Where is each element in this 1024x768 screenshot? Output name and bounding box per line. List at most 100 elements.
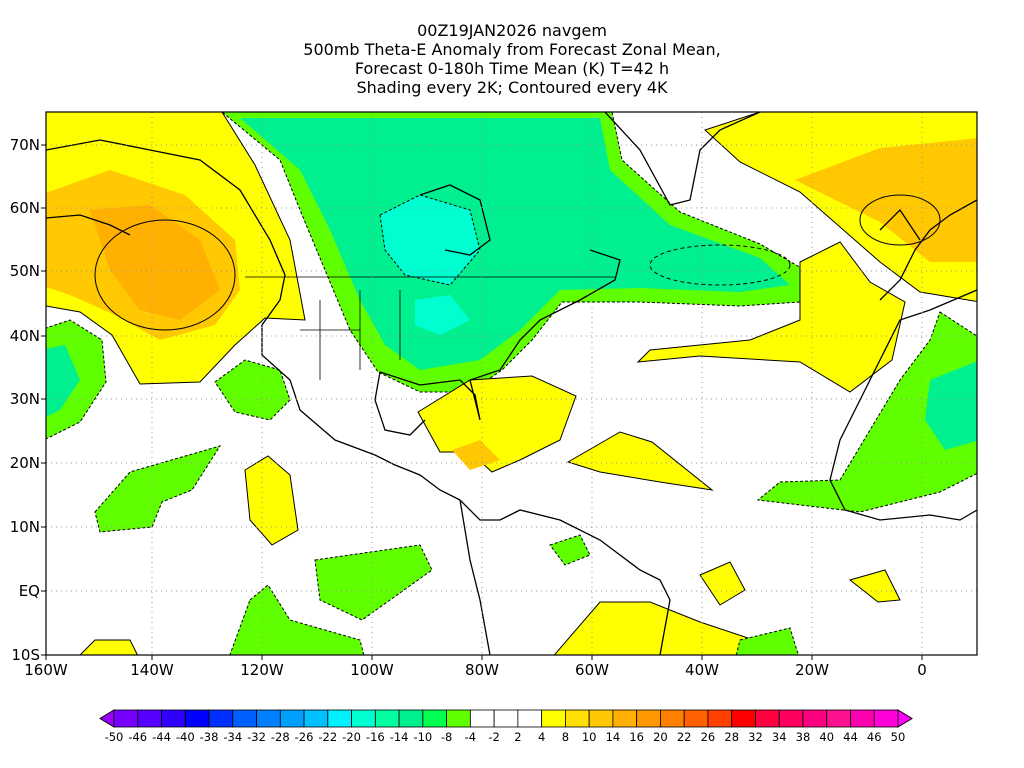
colorbar-swatch [636,709,661,728]
lon-tick-label: 40W [685,661,719,679]
lat-tick-label: 20N [10,454,40,472]
shade-green2-north-america [240,118,790,370]
colorbar-swatch [731,709,756,728]
colorbar-swatch [493,709,519,728]
colorbar-swatch [707,709,733,728]
title-line-3: Forecast 0-180h Time Mean (K) T=42 h [354,59,670,78]
colorbar-swatch [802,709,828,728]
colorbar-label: 50 [891,730,906,744]
colorbar-label: 44 [843,730,858,744]
colorbar-swatch [327,709,352,728]
colorbar-swatch [469,709,495,728]
colorbar-label: 22 [677,730,692,744]
colorbar-label: -10 [413,730,432,744]
colorbar-label: 26 [701,730,716,744]
colorbar-swatch [778,709,804,728]
colorbar-swatch [660,709,685,728]
colorbar-label: 32 [748,730,763,744]
colorbar-label: 20 [653,730,668,744]
colorbar-swatch [232,709,257,728]
shade-green-south-pacific [229,584,365,655]
shade-yellow-atlantic [636,241,906,393]
shade-green-south-atlantic [735,627,799,655]
lon-tick-label: 0 [917,661,927,679]
coast-africa [829,289,977,521]
colorbar-swatch [184,709,210,728]
shade-yellow-guinea [848,569,901,603]
map-plot-area [46,112,977,655]
colorbar-swatch [826,709,851,728]
title-line-1: 00Z19JAN2026 navgem [417,21,607,40]
lon-tick-label: 120W [240,661,284,679]
colorbar-label: -28 [271,730,290,744]
colorbar-swatch [161,709,186,728]
colorbar-swatch [137,709,162,728]
shade-green-equatorial-pacific [314,544,433,621]
lat-tick-label: 70N [10,136,40,154]
shade-yellow-atlantic-eq [699,561,746,606]
colorbar-label: -32 [247,730,266,744]
coast-greenland [604,112,761,206]
colorbar-label: 40 [819,730,834,744]
colorbar-label: -20 [342,730,361,744]
coast-europe [879,199,977,301]
shading-layer [46,112,977,655]
coast-gulf-mexico [379,249,621,421]
plot-title: 00Z19JAN2026 navgem 500mb Theta-E Anomal… [0,21,1024,97]
title-line-2: 500mb Theta-E Anomaly from Forecast Zona… [303,40,721,59]
colorbar-swatch [683,709,709,728]
colorbar-swatch [755,709,780,728]
contour-alaska-8 [94,219,236,331]
lat-tick-label: EQ [19,582,40,600]
lon-tick-label: 60W [575,661,609,679]
coast-alaska [46,139,151,236]
colorbar-label: 4 [538,730,545,744]
colorbar-swatch [256,709,281,728]
colorbar-arrow-low [99,709,115,728]
colorbar-swatch [517,709,543,728]
colorbar-label: -22 [318,730,337,744]
colorbar-label: 14 [606,730,621,744]
colorbar-swatch [398,709,424,728]
shade-yellow-pacific-blob [244,455,299,546]
colorbar-swatch [303,709,329,728]
colorbar-swatch [422,709,448,728]
colorbar-label: -26 [295,730,314,744]
lon-tick-label: 80W [465,661,499,679]
plot-frame [45,111,978,656]
coast-south-america [459,499,671,655]
colorbar-swatch [113,709,139,728]
shade-yellow-sw-corner [79,639,139,655]
lon-tick-label: 160W [24,661,68,679]
colorbar-label: 16 [629,730,644,744]
lat-tick-label: 60N [10,199,40,217]
lon-tick-label: 20W [795,661,829,679]
colorbar-label: 34 [772,730,787,744]
colorbar-label: -16 [366,730,385,744]
colorbar-label: -8 [441,730,452,744]
lat-tick-label: 40N [10,327,40,345]
colorbar-swatch [588,709,614,728]
axes: 160W 140W 120W 100W 80W 60W 40W 20W 0 70N 60N 50N 40… [10,136,927,679]
lat-tick-label: 30N [10,390,40,408]
colorbar-arrow-high [897,709,913,728]
colorbar-label: -40 [176,730,195,744]
shade-green-baja [214,359,291,421]
colorbar-label: -2 [488,730,499,744]
shade-green2-africa [925,361,977,450]
colorbar-label: 28 [724,730,739,744]
coast-north-america-west [149,149,461,501]
shade-orange-alaska [90,205,220,320]
shade-cyan-lakes [415,295,470,335]
colorbar-swatch [351,709,376,728]
colorbar-swatch [541,709,566,728]
contours [94,194,941,331]
colorbar-swatch [564,709,590,728]
colorbar-swatch [873,709,899,728]
contour-atlantic-neg [649,244,791,286]
colorbar-label: 2 [514,730,521,744]
lon-tick-label: 140W [130,661,174,679]
colorbar-swatch [446,709,471,728]
colorbar-label: 38 [796,730,811,744]
